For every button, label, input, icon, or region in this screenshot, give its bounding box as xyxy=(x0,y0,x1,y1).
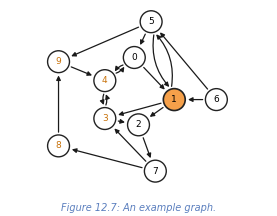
Circle shape xyxy=(206,89,227,111)
Text: 5: 5 xyxy=(148,17,154,26)
Text: 1: 1 xyxy=(171,95,177,104)
Text: 4: 4 xyxy=(102,76,108,85)
Text: Figure 12.7: An example graph.: Figure 12.7: An example graph. xyxy=(61,203,216,213)
Circle shape xyxy=(94,70,116,92)
Circle shape xyxy=(127,114,150,136)
Circle shape xyxy=(94,108,116,129)
Circle shape xyxy=(48,135,70,157)
Text: 9: 9 xyxy=(56,57,61,66)
Circle shape xyxy=(140,11,162,33)
Circle shape xyxy=(163,89,185,111)
Text: 7: 7 xyxy=(152,167,158,176)
Circle shape xyxy=(123,47,145,68)
Circle shape xyxy=(144,160,166,182)
Text: 0: 0 xyxy=(131,53,137,62)
Text: 3: 3 xyxy=(102,114,108,123)
Text: 2: 2 xyxy=(136,120,141,129)
Text: 6: 6 xyxy=(214,95,219,104)
Text: 8: 8 xyxy=(56,141,61,150)
Circle shape xyxy=(48,51,70,73)
